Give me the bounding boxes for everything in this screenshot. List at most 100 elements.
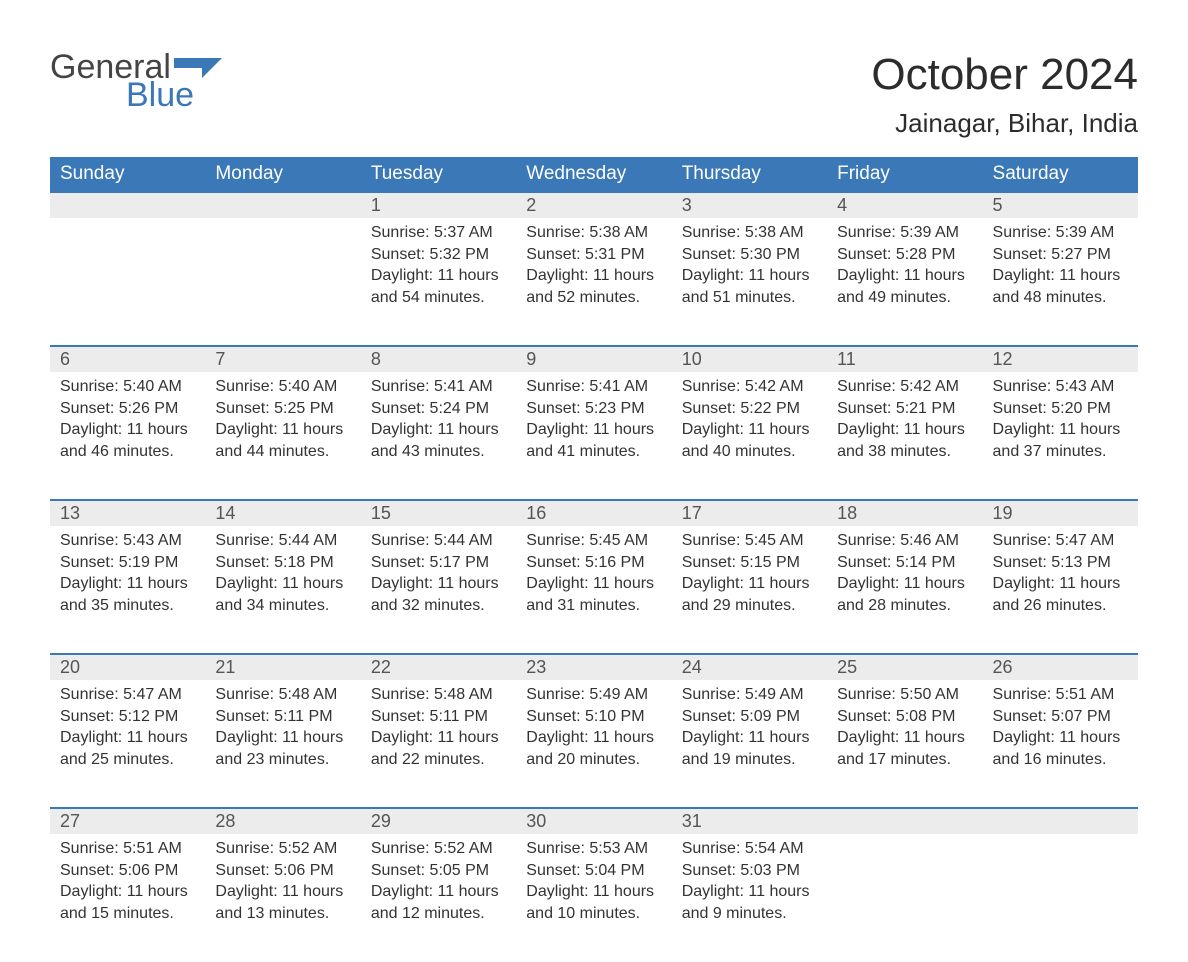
day-number-cell: 20: [50, 654, 205, 680]
day-body-cell: Sunrise: 5:39 AMSunset: 5:28 PMDaylight:…: [827, 218, 982, 346]
empty-body-cell: [827, 834, 982, 962]
sunrise-line: Sunrise: 5:49 AM: [526, 684, 661, 706]
day-number-cell: 3: [672, 192, 827, 218]
sunrise-line: Sunrise: 5:42 AM: [682, 376, 817, 398]
day-number-cell: 17: [672, 500, 827, 526]
sunrise-line: Sunrise: 5:39 AM: [993, 222, 1128, 244]
week-daynum-row: 6789101112: [50, 346, 1138, 372]
sunrise-line: Sunrise: 5:41 AM: [526, 376, 661, 398]
daylight-line: Daylight: 11 hours and 49 minutes.: [837, 265, 972, 308]
week-body-row: Sunrise: 5:47 AMSunset: 5:12 PMDaylight:…: [50, 680, 1138, 808]
day-number-cell: 30: [516, 808, 671, 834]
sunset-line: Sunset: 5:20 PM: [993, 398, 1128, 420]
sunrise-line: Sunrise: 5:47 AM: [993, 530, 1128, 552]
daylight-line: Daylight: 11 hours and 31 minutes.: [526, 573, 661, 616]
daylight-line: Daylight: 11 hours and 16 minutes.: [993, 727, 1128, 770]
sunset-line: Sunset: 5:09 PM: [682, 706, 817, 728]
day-body-cell: Sunrise: 5:48 AMSunset: 5:11 PMDaylight:…: [205, 680, 360, 808]
sunrise-line: Sunrise: 5:40 AM: [215, 376, 350, 398]
sunrise-line: Sunrise: 5:41 AM: [371, 376, 506, 398]
day-body-cell: Sunrise: 5:48 AMSunset: 5:11 PMDaylight:…: [361, 680, 516, 808]
empty-body-cell: [205, 218, 360, 346]
sunset-line: Sunset: 5:10 PM: [526, 706, 661, 728]
sunset-line: Sunset: 5:06 PM: [215, 860, 350, 882]
logo-text-blue: Blue: [50, 78, 222, 112]
day-number-cell: 1: [361, 192, 516, 218]
daylight-line: Daylight: 11 hours and 17 minutes.: [837, 727, 972, 770]
daylight-line: Daylight: 11 hours and 29 minutes.: [682, 573, 817, 616]
day-number-cell: 22: [361, 654, 516, 680]
sunset-line: Sunset: 5:23 PM: [526, 398, 661, 420]
weekday-header: Monday: [205, 157, 360, 192]
sunset-line: Sunset: 5:31 PM: [526, 244, 661, 266]
day-number-cell: 11: [827, 346, 982, 372]
day-body-cell: Sunrise: 5:49 AMSunset: 5:09 PMDaylight:…: [672, 680, 827, 808]
weekday-header: Wednesday: [516, 157, 671, 192]
week-body-row: Sunrise: 5:43 AMSunset: 5:19 PMDaylight:…: [50, 526, 1138, 654]
sunset-line: Sunset: 5:03 PM: [682, 860, 817, 882]
daylight-line: Daylight: 11 hours and 28 minutes.: [837, 573, 972, 616]
week-body-row: Sunrise: 5:51 AMSunset: 5:06 PMDaylight:…: [50, 834, 1138, 962]
day-body-cell: Sunrise: 5:39 AMSunset: 5:27 PMDaylight:…: [983, 218, 1138, 346]
day-number-cell: 16: [516, 500, 671, 526]
day-number-cell: 9: [516, 346, 671, 372]
sunset-line: Sunset: 5:21 PM: [837, 398, 972, 420]
day-number-cell: 5: [983, 192, 1138, 218]
empty-daynum-cell: [50, 192, 205, 218]
sunset-line: Sunset: 5:24 PM: [371, 398, 506, 420]
sunrise-line: Sunrise: 5:54 AM: [682, 838, 817, 860]
sunrise-line: Sunrise: 5:37 AM: [371, 222, 506, 244]
empty-daynum-cell: [827, 808, 982, 834]
week-body-row: Sunrise: 5:40 AMSunset: 5:26 PMDaylight:…: [50, 372, 1138, 500]
sunrise-line: Sunrise: 5:44 AM: [215, 530, 350, 552]
sunset-line: Sunset: 5:27 PM: [993, 244, 1128, 266]
day-body-cell: Sunrise: 5:42 AMSunset: 5:21 PMDaylight:…: [827, 372, 982, 500]
month-title: October 2024: [871, 50, 1138, 100]
day-number-cell: 6: [50, 346, 205, 372]
day-number-cell: 28: [205, 808, 360, 834]
daylight-line: Daylight: 11 hours and 25 minutes.: [60, 727, 195, 770]
empty-daynum-cell: [205, 192, 360, 218]
day-body-cell: Sunrise: 5:44 AMSunset: 5:17 PMDaylight:…: [361, 526, 516, 654]
weekday-header: Saturday: [983, 157, 1138, 192]
sunrise-line: Sunrise: 5:38 AM: [682, 222, 817, 244]
day-number-cell: 31: [672, 808, 827, 834]
sunrise-line: Sunrise: 5:51 AM: [60, 838, 195, 860]
day-number-cell: 26: [983, 654, 1138, 680]
weekday-header: Sunday: [50, 157, 205, 192]
week-daynum-row: 13141516171819: [50, 500, 1138, 526]
weekday-header: Tuesday: [361, 157, 516, 192]
sunset-line: Sunset: 5:28 PM: [837, 244, 972, 266]
sunrise-line: Sunrise: 5:49 AM: [682, 684, 817, 706]
sunset-line: Sunset: 5:19 PM: [60, 552, 195, 574]
daylight-line: Daylight: 11 hours and 23 minutes.: [215, 727, 350, 770]
sunrise-line: Sunrise: 5:51 AM: [993, 684, 1128, 706]
day-number-cell: 29: [361, 808, 516, 834]
sunrise-line: Sunrise: 5:44 AM: [371, 530, 506, 552]
day-body-cell: Sunrise: 5:42 AMSunset: 5:22 PMDaylight:…: [672, 372, 827, 500]
brand-logo: General Blue: [50, 50, 222, 112]
sunrise-line: Sunrise: 5:46 AM: [837, 530, 972, 552]
sunset-line: Sunset: 5:04 PM: [526, 860, 661, 882]
day-number-cell: 8: [361, 346, 516, 372]
daylight-line: Daylight: 11 hours and 40 minutes.: [682, 419, 817, 462]
daylight-line: Daylight: 11 hours and 51 minutes.: [682, 265, 817, 308]
week-daynum-row: 2728293031: [50, 808, 1138, 834]
sunrise-line: Sunrise: 5:52 AM: [215, 838, 350, 860]
day-number-cell: 15: [361, 500, 516, 526]
day-body-cell: Sunrise: 5:43 AMSunset: 5:19 PMDaylight:…: [50, 526, 205, 654]
sunrise-line: Sunrise: 5:38 AM: [526, 222, 661, 244]
sunrise-line: Sunrise: 5:43 AM: [993, 376, 1128, 398]
sunrise-line: Sunrise: 5:45 AM: [682, 530, 817, 552]
sunset-line: Sunset: 5:06 PM: [60, 860, 195, 882]
title-block: October 2024 Jainagar, Bihar, India: [871, 50, 1138, 139]
day-body-cell: Sunrise: 5:41 AMSunset: 5:24 PMDaylight:…: [361, 372, 516, 500]
sunset-line: Sunset: 5:15 PM: [682, 552, 817, 574]
day-number-cell: 18: [827, 500, 982, 526]
empty-body-cell: [50, 218, 205, 346]
day-number-cell: 4: [827, 192, 982, 218]
day-body-cell: Sunrise: 5:49 AMSunset: 5:10 PMDaylight:…: [516, 680, 671, 808]
day-body-cell: Sunrise: 5:37 AMSunset: 5:32 PMDaylight:…: [361, 218, 516, 346]
daylight-line: Daylight: 11 hours and 26 minutes.: [993, 573, 1128, 616]
sunset-line: Sunset: 5:32 PM: [371, 244, 506, 266]
